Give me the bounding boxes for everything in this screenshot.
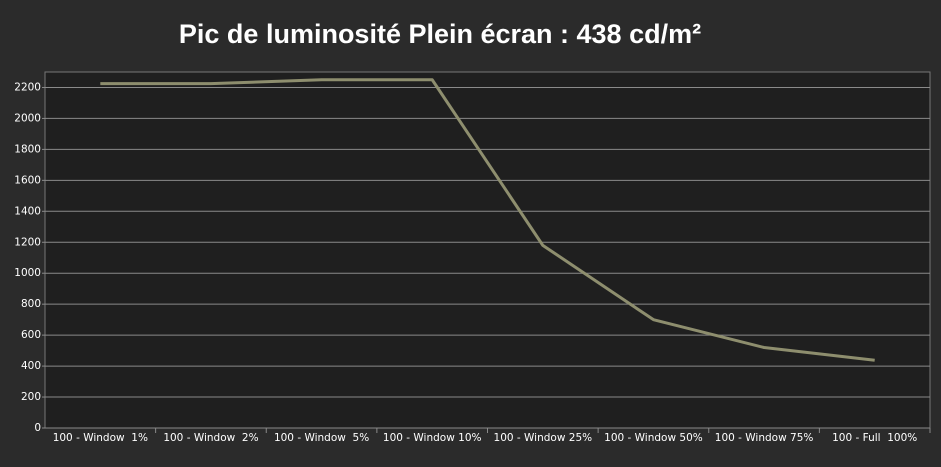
- plot-area: [44, 71, 931, 429]
- x-tick-label: 100 - Window 1%: [53, 432, 148, 444]
- x-tick-label: 100 - Window 75%: [715, 432, 814, 444]
- y-tick-label: 1800: [14, 143, 41, 155]
- y-tick-label: 600: [21, 329, 41, 341]
- x-tick-label: 100 - Window 10%: [383, 432, 482, 444]
- y-tick-label: 2200: [14, 81, 41, 93]
- x-tick-label: 100 - Window 5%: [274, 432, 369, 444]
- y-tick-label: 0: [34, 422, 41, 434]
- y-tick-label: 2000: [14, 112, 41, 124]
- y-tick-label: 400: [21, 360, 41, 372]
- x-tick-label: 100 - Window 25%: [494, 432, 593, 444]
- data-line: [100, 78, 875, 362]
- y-tick-label: 1200: [14, 236, 41, 248]
- y-tick-label: 1400: [14, 205, 41, 217]
- x-tick-label: 100 - Full 100%: [832, 432, 917, 444]
- y-tick-label: 1600: [14, 174, 41, 186]
- y-tick-label: 1000: [14, 267, 41, 279]
- y-tick-label: 200: [21, 391, 41, 403]
- chart-title: Pic de luminosité Plein écran : 438 cd/m…: [179, 19, 701, 49]
- x-tick-label: 100 - Window 2%: [163, 432, 258, 444]
- x-tick-label: 100 - Window 50%: [604, 432, 703, 444]
- y-tick-label: 800: [21, 298, 41, 310]
